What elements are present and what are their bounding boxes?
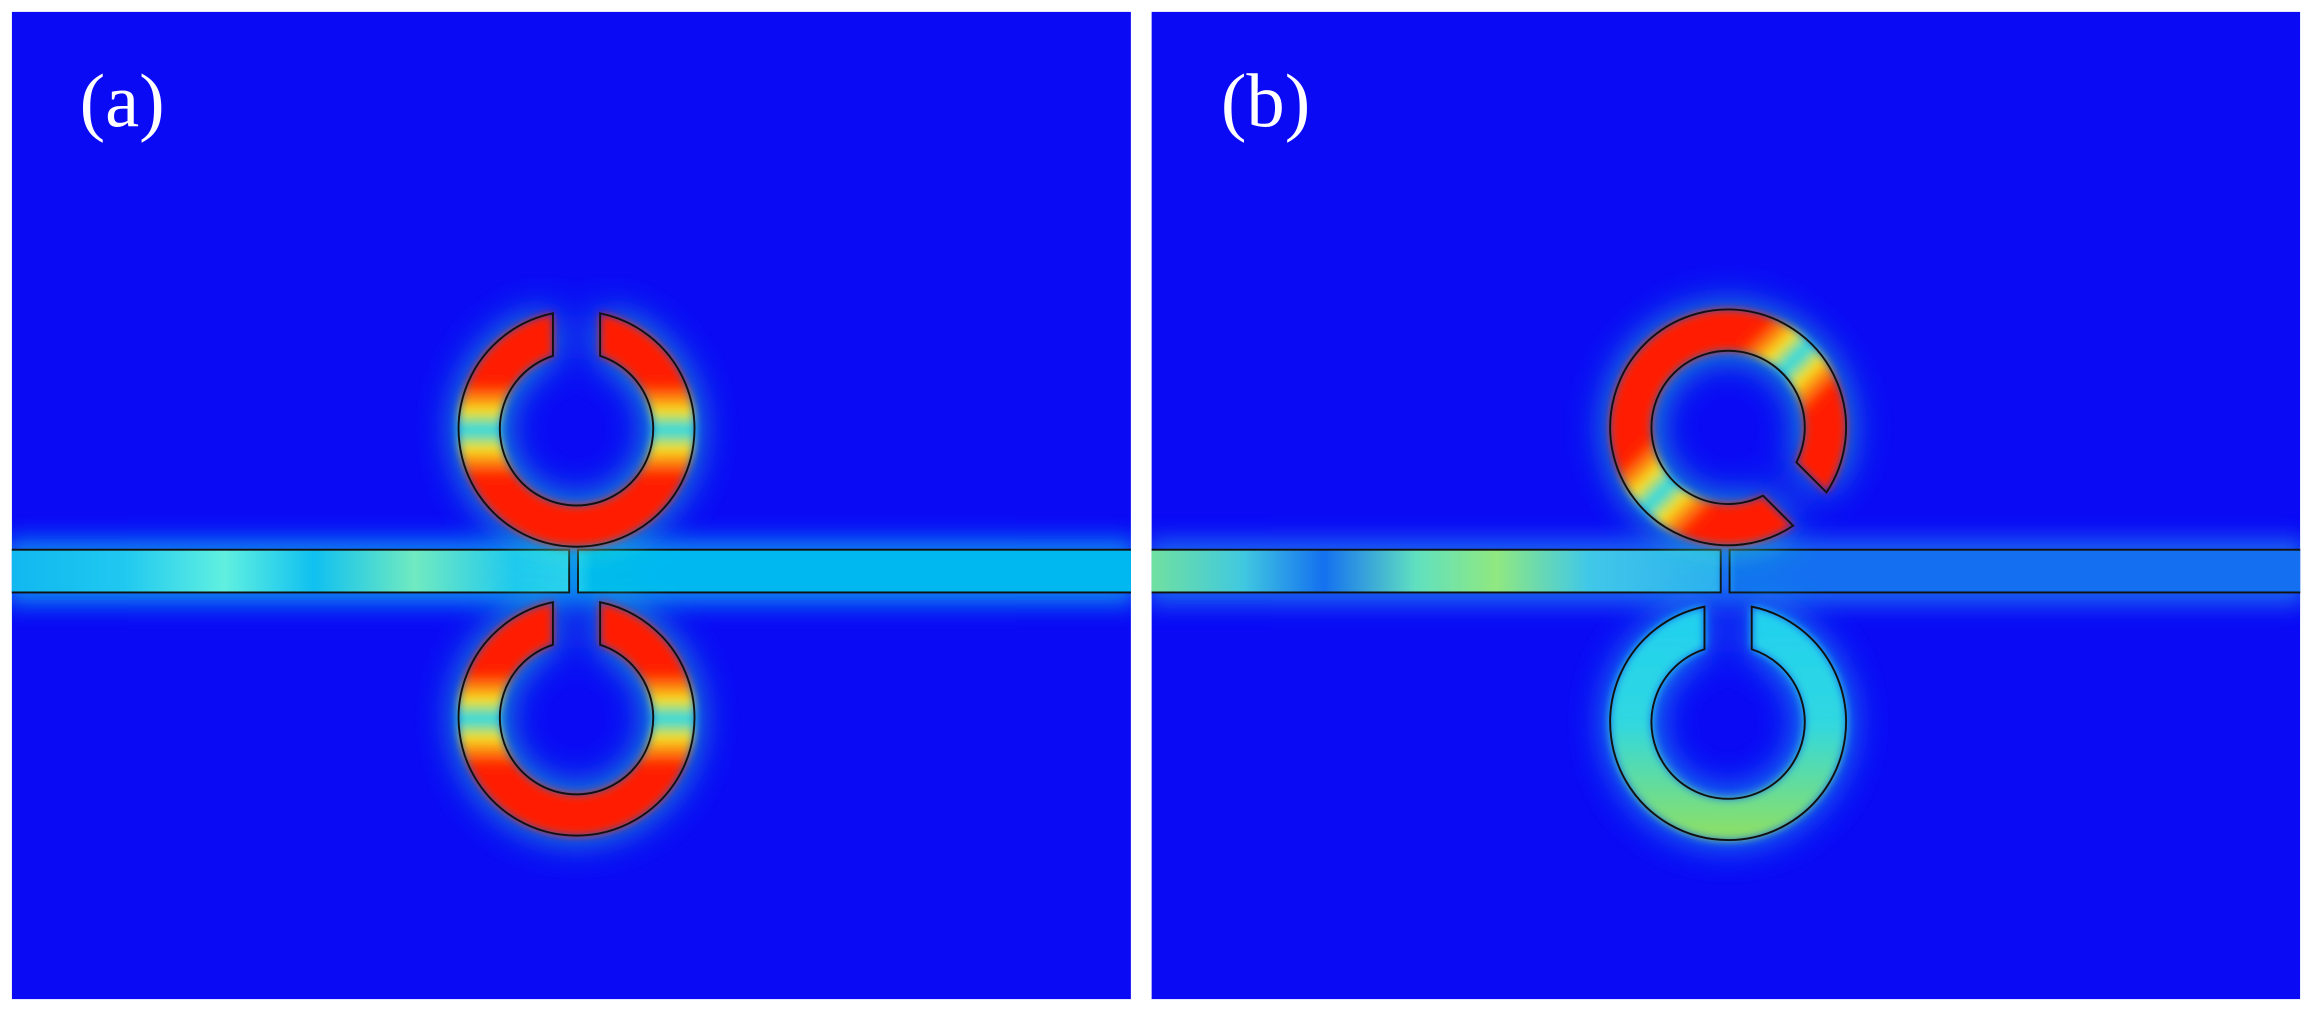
waveguide — [11, 548, 571, 594]
ring — [1609, 308, 1847, 547]
panel-label: (a) — [80, 59, 165, 144]
panel-a — [11, 11, 1131, 1000]
waveguide — [1151, 548, 1722, 594]
ring — [457, 312, 696, 548]
panel-label: (b) — [1221, 59, 1310, 144]
ring — [457, 601, 696, 837]
ring-outline — [457, 601, 696, 837]
ring-field — [1610, 309, 1847, 546]
ring — [1609, 605, 1848, 841]
waveguide — [577, 548, 1131, 594]
ring-outline — [457, 312, 696, 548]
ring-outline — [1609, 605, 1848, 841]
ring-field — [1610, 606, 1847, 841]
ring-field — [458, 602, 695, 836]
ring-outline — [1609, 308, 1847, 547]
panel-b — [1151, 11, 2301, 1000]
ring-field — [458, 313, 695, 547]
waveguide — [1728, 548, 2301, 594]
